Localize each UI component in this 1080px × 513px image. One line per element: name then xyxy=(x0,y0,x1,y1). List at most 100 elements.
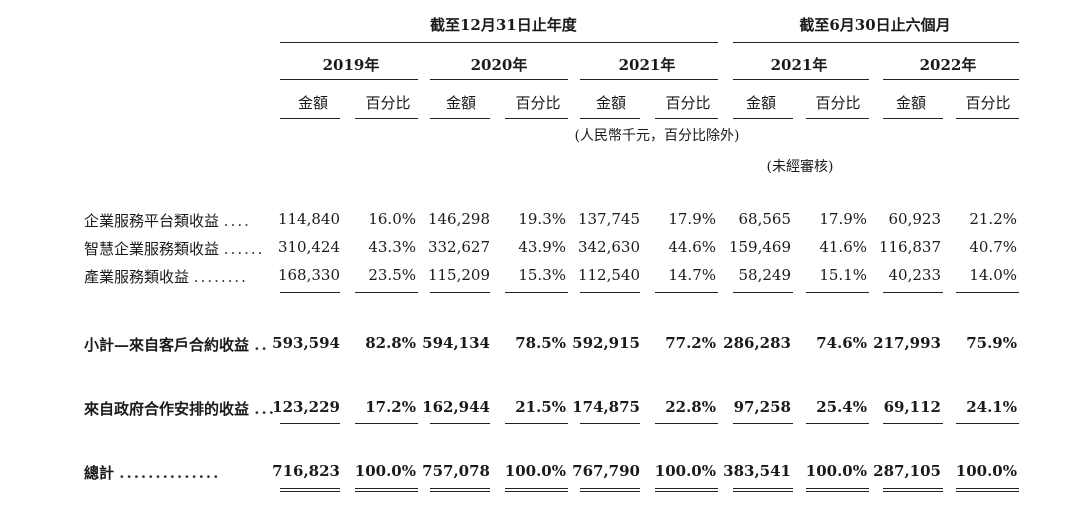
cell: 14.0% xyxy=(969,266,1017,284)
cell: 78.5% xyxy=(515,334,566,352)
rule-r2-10 xyxy=(956,292,1019,293)
cell: 286,283 xyxy=(723,334,791,352)
cell: 287,105 xyxy=(873,462,941,480)
sub-rule-1 xyxy=(280,118,340,119)
cell: 17.9% xyxy=(668,210,716,228)
cell: 137,745 xyxy=(577,210,640,228)
cell: 43.9% xyxy=(518,238,566,256)
percent-header-3: 百分比 xyxy=(665,94,711,112)
cell: 19.3% xyxy=(518,210,566,228)
percent-header-1: 百分比 xyxy=(365,94,411,112)
cell: 60,923 xyxy=(888,210,942,228)
year-rule-2021-h1 xyxy=(733,79,869,80)
cell: 77.2% xyxy=(665,334,716,352)
row-label-subtotal: 小計—來自客戶合約收益 .. xyxy=(84,334,269,355)
rule-r2-1 xyxy=(280,292,340,293)
header-year-group: 截至12月31日止年度 xyxy=(430,16,577,34)
year-header-2021: 2021年 xyxy=(618,56,676,74)
rule-r2-5 xyxy=(580,292,640,293)
dbl-rule-6 xyxy=(655,488,718,492)
percent-header-2: 百分比 xyxy=(515,94,561,112)
row-label-text: 產業服務類收益 xyxy=(84,268,190,286)
dbl-rule-4 xyxy=(505,488,568,492)
sub-rule-10 xyxy=(956,118,1019,119)
cell: 217,993 xyxy=(873,334,941,352)
amount-header-4: 金額 xyxy=(745,94,776,112)
rule-r4-1 xyxy=(280,423,340,424)
year-rule-2021 xyxy=(580,79,718,80)
rule-r2-3 xyxy=(430,292,490,293)
rule-r2-9 xyxy=(883,292,943,293)
rule-r4-3 xyxy=(430,423,490,424)
cell: 24.1% xyxy=(966,398,1017,416)
cell: 100.0% xyxy=(504,462,566,480)
sub-rule-4 xyxy=(505,118,568,119)
cell: 115,209 xyxy=(427,266,490,284)
row-label-total: 總計 .............. xyxy=(84,462,220,483)
cell: 15.1% xyxy=(819,266,867,284)
row-leader: .. xyxy=(254,336,269,354)
cell: 17.9% xyxy=(819,210,867,228)
cell: 112,540 xyxy=(577,266,640,284)
cell: 97,258 xyxy=(733,398,791,416)
cell: 716,823 xyxy=(272,462,340,480)
rule-r4-7 xyxy=(733,423,793,424)
cell: 82.8% xyxy=(365,334,416,352)
sub-rule-3 xyxy=(430,118,490,119)
cell: 74.6% xyxy=(816,334,867,352)
cell: 41.6% xyxy=(819,238,867,256)
cell: 21.2% xyxy=(969,210,1017,228)
cell: 310,424 xyxy=(277,238,340,256)
dbl-rule-10 xyxy=(956,488,1019,492)
amount-header-5: 金額 xyxy=(895,94,926,112)
sub-rule-8 xyxy=(806,118,869,119)
group-rule-year xyxy=(280,42,718,43)
row-label-smart-enterprise: 智慧企業服務類收益 ...... xyxy=(84,238,264,259)
rule-r2-2 xyxy=(355,292,418,293)
unaudited-note: (未經審核) xyxy=(766,159,834,175)
cell: 16.0% xyxy=(368,210,416,228)
cell: 21.5% xyxy=(515,398,566,416)
rule-r4-4 xyxy=(505,423,568,424)
dbl-rule-8 xyxy=(806,488,869,492)
cell: 44.6% xyxy=(668,238,716,256)
group-rule-half xyxy=(733,42,1019,43)
cell: 757,078 xyxy=(422,462,490,480)
dbl-rule-3 xyxy=(430,488,490,492)
cell: 593,594 xyxy=(272,334,340,352)
sub-rule-9 xyxy=(883,118,943,119)
cell: 162,944 xyxy=(422,398,490,416)
rule-r4-6 xyxy=(655,423,718,424)
sub-rule-5 xyxy=(580,118,640,119)
row-leader: .... xyxy=(223,212,251,230)
row-leader: ...... xyxy=(223,240,265,258)
rule-r2-7 xyxy=(733,292,793,293)
rule-r4-9 xyxy=(883,423,943,424)
row-label-industry: 產業服務類收益 ........ xyxy=(84,266,248,287)
dbl-rule-1 xyxy=(280,488,340,492)
amount-header-1: 金額 xyxy=(297,94,328,112)
cell: 68,565 xyxy=(738,210,792,228)
cell: 383,541 xyxy=(723,462,791,480)
cell: 100.0% xyxy=(654,462,716,480)
row-label-text: 來自政府合作安排的收益 xyxy=(84,400,250,418)
rule-r4-10 xyxy=(956,423,1019,424)
cell: 332,627 xyxy=(427,238,490,256)
rule-r2-8 xyxy=(806,292,869,293)
row-label-government: 來自政府合作安排的收益 ... xyxy=(84,398,276,419)
cell: 15.3% xyxy=(518,266,566,284)
cell: 100.0% xyxy=(354,462,416,480)
rule-r4-8 xyxy=(806,423,869,424)
year-header-2019: 2019年 xyxy=(322,56,380,74)
dbl-rule-5 xyxy=(580,488,640,492)
sub-rule-2 xyxy=(355,118,418,119)
amount-header-2: 金額 xyxy=(445,94,476,112)
dbl-rule-9 xyxy=(883,488,943,492)
cell: 100.0% xyxy=(955,462,1017,480)
row-label-text: 總計 xyxy=(84,464,115,482)
percent-header-4: 百分比 xyxy=(815,94,861,112)
row-leader: ... xyxy=(254,400,276,418)
cell: 22.8% xyxy=(665,398,716,416)
year-header-2022-h1: 2022年 xyxy=(919,56,977,74)
cell: 14.7% xyxy=(668,266,716,284)
